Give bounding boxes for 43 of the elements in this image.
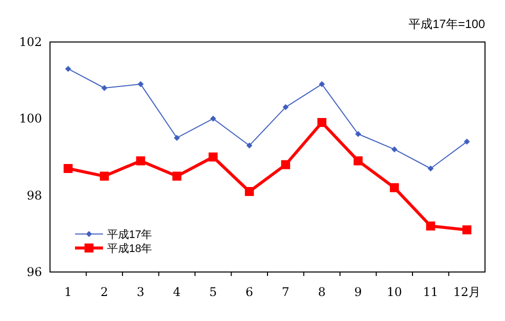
- text: 平成17年=100: [408, 17, 486, 31]
- point: [138, 81, 144, 88]
- x-tick-label: 2: [100, 285, 108, 299]
- point: [210, 116, 216, 122]
- x-tick-label: 1: [64, 285, 72, 299]
- point: [246, 142, 252, 148]
- x-tick-label: 7: [282, 285, 290, 299]
- point: [244, 187, 254, 196]
- point: [136, 156, 146, 166]
- legend-label: 平成17年: [107, 228, 152, 241]
- x-tick-label: 6: [246, 285, 254, 299]
- point: [426, 222, 436, 230]
- x-tick-label: 11: [422, 285, 438, 299]
- y-tick-label: 102: [19, 35, 42, 49]
- point: [100, 172, 109, 181]
- point: [390, 183, 399, 192]
- point: [317, 118, 326, 127]
- x-tick-label: 3: [136, 285, 144, 299]
- point: [355, 131, 362, 137]
- x-tick-label: 9: [354, 285, 362, 299]
- legend-label: 平成18年: [107, 242, 152, 255]
- x-tick-label: 12月: [453, 285, 481, 299]
- point: [208, 152, 218, 162]
- y-tick-label: 100: [19, 112, 42, 126]
- point: [174, 134, 180, 141]
- point: [172, 172, 182, 181]
- y-tick-label: 98: [26, 188, 42, 202]
- y-tick-label: 96: [26, 265, 42, 279]
- point: [354, 156, 363, 166]
- point: [318, 81, 325, 88]
- point: [64, 164, 73, 173]
- point: [391, 146, 398, 152]
- point: [462, 225, 472, 234]
- point: [65, 66, 72, 72]
- point: [428, 166, 434, 172]
- x-tick-label: 5: [209, 285, 217, 299]
- point: [101, 85, 108, 91]
- point: [282, 104, 289, 110]
- x-tick-label: 4: [173, 285, 182, 299]
- point: [464, 138, 470, 145]
- x-tick-label: 10: [386, 285, 402, 299]
- point: [281, 160, 290, 170]
- x-tick-label: 8: [318, 285, 326, 299]
